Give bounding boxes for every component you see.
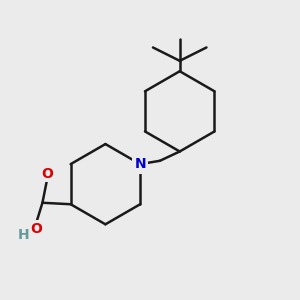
Text: N: N: [134, 157, 146, 171]
Text: O: O: [30, 222, 42, 236]
Text: O: O: [41, 167, 53, 181]
Text: H: H: [17, 229, 29, 242]
